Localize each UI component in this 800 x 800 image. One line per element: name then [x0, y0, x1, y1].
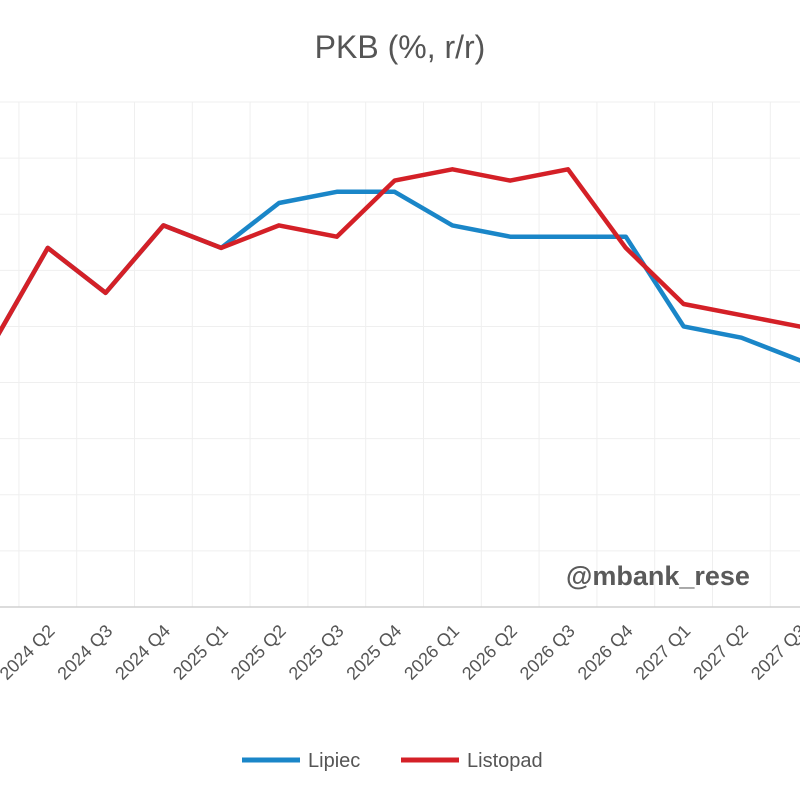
legend-label-lipiec: Lipiec: [308, 750, 360, 772]
watermark: @mbank_rese: [566, 561, 750, 591]
x-tick-label: 2024 Q2: [0, 621, 59, 684]
x-tick-label: 2025 Q1: [169, 621, 232, 684]
x-tick-label: 2025 Q2: [227, 621, 290, 684]
x-tick-label: 2026 Q3: [516, 621, 579, 684]
legend-label-listopad: Listopad: [467, 750, 543, 772]
x-tick-label: 2024 Q3: [53, 621, 116, 684]
x-tick-label: 2027 Q2: [689, 621, 752, 684]
series-line-lipiec: [0, 189, 800, 363]
x-tick-label: 2025 Q3: [285, 621, 348, 684]
x-tick-label: 2026 Q2: [458, 621, 521, 684]
grid: [0, 101, 800, 608]
series-line-listopad: [0, 167, 800, 336]
x-tick-label: 2026 Q1: [400, 621, 463, 684]
x-tick-label: 2027 Q3: [747, 621, 800, 684]
chart-title: PKB (%, r/r): [315, 29, 486, 65]
x-tick-label: 2024 Q4: [111, 621, 174, 684]
x-tick-label: 2025 Q4: [342, 621, 405, 684]
x-tick-label: 2026 Q4: [574, 621, 637, 684]
x-tick-label: 2027 Q1: [631, 621, 694, 684]
series-layer: [0, 167, 800, 363]
legend: Lipiec Listopad: [242, 750, 543, 772]
